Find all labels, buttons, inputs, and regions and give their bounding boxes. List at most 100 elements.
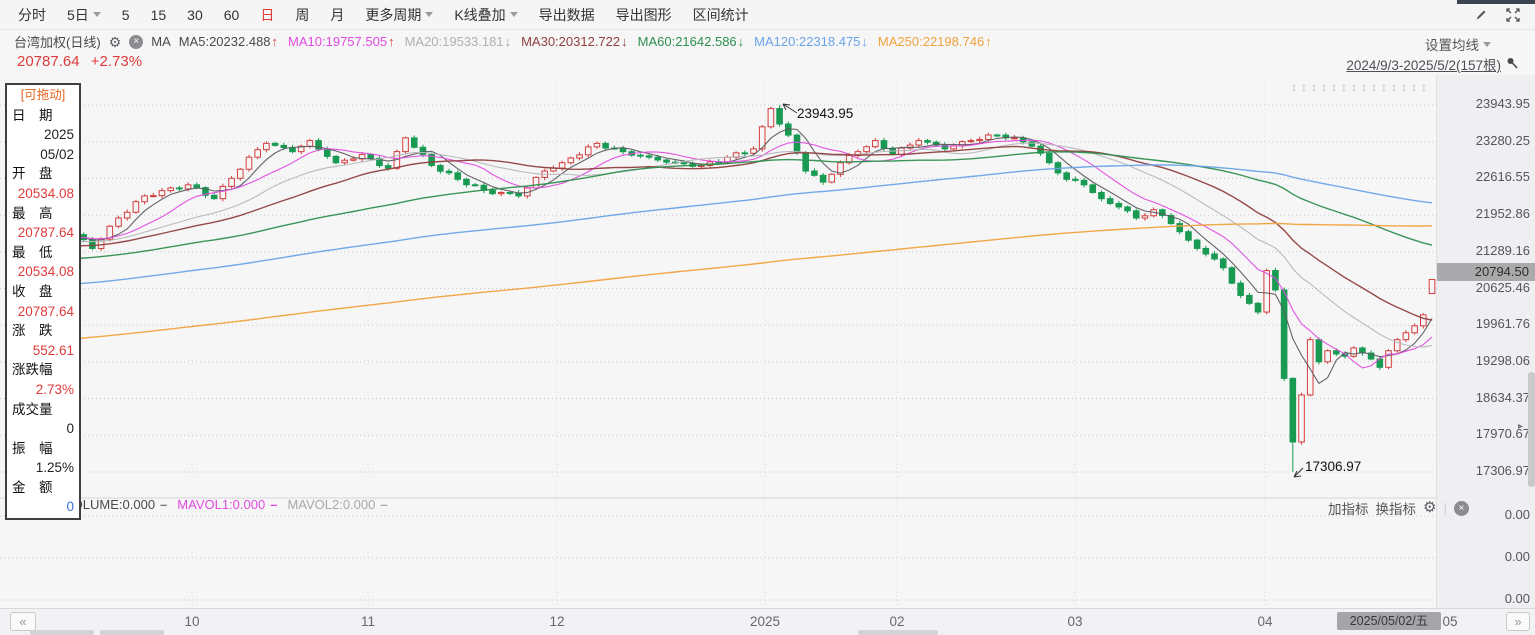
ma-legend-item: MA20:19533.181↓ xyxy=(405,34,512,49)
toolbar-item-label: 30 xyxy=(187,7,203,23)
info-row-label: 成交量 xyxy=(12,400,74,420)
toolbar-item-label: 日 xyxy=(260,5,274,25)
toolbar-item-月[interactable]: 月 xyxy=(330,5,344,25)
time-axis: « 101112202502030405 2025/05/02/五 » xyxy=(0,608,1535,635)
time-axis-label: 10 xyxy=(184,614,199,629)
toolbar-item-15[interactable]: 15 xyxy=(151,7,167,23)
ma-legend-item: MA60:21642.586↓ xyxy=(638,34,745,49)
info-row-value: 1.25% xyxy=(12,458,74,478)
ma-close-icon[interactable]: × xyxy=(129,35,143,49)
ma-settings-dropdown[interactable]: 设置均线 xyxy=(1425,34,1491,54)
ma-legend-item: MA30:20312.722↓ xyxy=(521,34,628,49)
toolbar-item-label: 更多周期 xyxy=(365,5,421,25)
kline-chart[interactable] xyxy=(0,0,1535,635)
toolbar-item-5[interactable]: 5 xyxy=(122,7,130,23)
indicator-gear-icon[interactable]: ⚙ xyxy=(1423,501,1436,515)
price-axis-label: 23280.25 xyxy=(1438,133,1530,148)
ma-value: MA20:19533.181 xyxy=(405,34,504,49)
ma-legend-item: MA10:19757.505↑ xyxy=(288,34,395,49)
info-row-label: 最 高 xyxy=(12,204,74,224)
bottom-tab[interactable] xyxy=(30,630,94,635)
volume-legend: VOLUME:0.000–MAVOL1:0.000–MAVOL2:0.000– xyxy=(64,497,388,512)
switch-indicator-button[interactable]: 换指标 xyxy=(1376,498,1417,518)
add-indicator-button[interactable]: 加指标 xyxy=(1328,498,1369,518)
volume-legend-label: MAVOL1:0.000 xyxy=(177,497,265,512)
toolbar-item-区间统计[interactable]: 区间统计 xyxy=(693,5,749,25)
info-row-value: 20534.08 xyxy=(12,184,74,204)
toolbar-item-label: 15 xyxy=(151,7,167,23)
drag-hint: [可拖动] xyxy=(12,86,74,106)
date-range-link[interactable]: 2024/9/3-2025/5/2(157根) xyxy=(1346,54,1501,74)
horizontal-scrollbar-thumb[interactable] xyxy=(858,630,938,635)
time-axis-label: 03 xyxy=(1067,614,1082,629)
info-row-label: 涨 跌 xyxy=(12,321,74,341)
last-price: 20787.64 xyxy=(17,53,80,70)
toolbar-item-K线叠加[interactable]: K线叠加 xyxy=(454,5,517,25)
arrow-down-icon: ↓ xyxy=(505,34,512,49)
volume-legend-label: MAVOL2:0.000 xyxy=(287,497,375,512)
toolbar-item-分时[interactable]: 分时 xyxy=(18,5,46,25)
arrow-up-icon: ↑ xyxy=(985,34,992,49)
symbol-name: 台湾加权(日线) xyxy=(14,32,101,51)
info-row-value: 0 xyxy=(12,419,74,439)
info-row-value: 20787.64 xyxy=(12,302,74,322)
toolbar-item-日[interactable]: 日 xyxy=(260,5,274,25)
volume-axis-label: 0.00 xyxy=(1438,591,1530,606)
cursor-date-badge: 2025/05/02/五 xyxy=(1337,612,1441,630)
toolbar-item-导出图形[interactable]: 导出图形 xyxy=(616,5,672,25)
fullscreen-icon[interactable] xyxy=(1505,7,1521,28)
toolbar-item-导出数据[interactable]: 导出数据 xyxy=(539,5,595,25)
toolbar-item-周[interactable]: 周 xyxy=(295,5,309,25)
time-axis-label: 04 xyxy=(1257,614,1272,629)
ma-value: MA5:20232.488 xyxy=(179,34,271,49)
info-row-value: 2.73% xyxy=(12,380,74,400)
ma-legend-item: MA5:20232.488↑ xyxy=(179,34,278,49)
info-row-label: 金 额 xyxy=(12,478,74,498)
pane-resize-handles[interactable]: ↕↕↕↕↕↕↕↕↕↕↕↕↕↕ xyxy=(1291,80,1431,94)
volume-axis-label: 0.00 xyxy=(1438,549,1530,564)
time-axis-label: 02 xyxy=(889,614,904,629)
toolbar-item-30[interactable]: 30 xyxy=(187,7,203,23)
toolbar: 分时 5日 5 15 30 60 日 周 月 更多周期 K线叠加 导出数据 导出图形 区间统计 xyxy=(0,0,1535,30)
info-row-label: 涨跌幅 xyxy=(12,360,74,380)
ma-settings-label: 设置均线 xyxy=(1425,34,1479,54)
info-row-value: 05/02 xyxy=(12,145,74,165)
toolbar-item-label: K线叠加 xyxy=(454,5,505,25)
toolbar-item-label: 周 xyxy=(295,5,309,25)
scroll-left-button[interactable]: « xyxy=(10,612,36,631)
legend-dash-icon: – xyxy=(270,497,277,512)
toolbar-item-label: 导出数据 xyxy=(539,5,595,25)
price-axis-label: 21952.86 xyxy=(1438,206,1530,221)
info-row-value: 0 xyxy=(12,497,74,517)
toolbar-item-更多周期[interactable]: 更多周期 xyxy=(365,5,433,25)
ma-legend-item: MA120:22318.475↓ xyxy=(754,34,868,49)
arrow-up-icon: ↑ xyxy=(388,34,395,49)
draw-brush-icon[interactable] xyxy=(1473,7,1489,28)
bottom-tab[interactable] xyxy=(100,630,164,635)
pin-icon[interactable] xyxy=(1505,56,1519,73)
ma-value: MA250:22198.746 xyxy=(878,34,984,49)
toolbar-item-label: 月 xyxy=(330,5,344,25)
scrollbar-arrow-icon[interactable]: ▸ xyxy=(1518,421,1523,432)
price-axis-label: 19298.06 xyxy=(1438,353,1530,368)
arrow-down-icon: ↓ xyxy=(861,34,868,49)
legend-dash-icon: – xyxy=(380,497,387,512)
info-row-value: 20787.64 xyxy=(12,223,74,243)
toolbar-item-60[interactable]: 60 xyxy=(224,7,240,23)
info-row-label: 振 幅 xyxy=(12,439,74,459)
indicator-close-icon[interactable]: × xyxy=(1454,501,1469,516)
quote-info-panel[interactable]: [可拖动] 日 期202505/02开 盘20534.08最 高20787.64… xyxy=(5,83,81,520)
toolbar-item-5日[interactable]: 5日 xyxy=(67,5,101,25)
info-row-label: 日 期 xyxy=(12,106,74,126)
change-percent: +2.73% xyxy=(91,53,142,70)
scroll-right-button[interactable]: » xyxy=(1506,612,1530,631)
price-axis-label: 17970.67 xyxy=(1438,426,1530,441)
info-row-label: 最 低 xyxy=(12,243,74,263)
ma-settings-gear-icon[interactable]: ⚙ xyxy=(109,35,122,49)
ma-prefix-label: MA xyxy=(151,34,171,49)
toolbar-item-label: 导出图形 xyxy=(616,5,672,25)
chart-annotation: 23943.95 xyxy=(797,106,853,121)
toolbar-item-label: 分时 xyxy=(18,5,46,25)
info-row-label: 开 盘 xyxy=(12,164,74,184)
vertical-scrollbar-thumb[interactable] xyxy=(1528,372,1535,487)
